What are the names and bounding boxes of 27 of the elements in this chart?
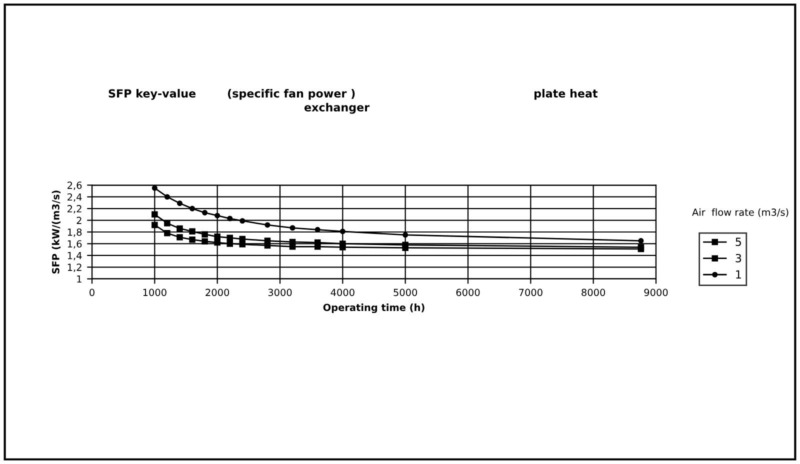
x-axis-title: Operating time (h) (323, 304, 424, 314)
x-tick-label: 8000 (582, 288, 606, 296)
y-tick-label: 1,4 (68, 252, 82, 260)
y-tick-label: 1 (77, 275, 82, 283)
x-tick-label: 0 (90, 288, 94, 296)
y-tick-label: 1,8 (68, 228, 82, 237)
x-tick-label: 5000 (394, 288, 418, 296)
legend-title: Air flow rate (m3/s) (692, 208, 788, 218)
x-tick-label: 2000 (206, 288, 230, 296)
y-tick-label: 2,6 (68, 182, 82, 190)
chart-subtitle: exchanger (304, 102, 370, 114)
x-tick-label: 4000 (330, 288, 354, 296)
y-tick-label: 1,6 (68, 240, 82, 249)
y-axis-title: SFP (kW/(m3/s) (52, 190, 61, 274)
x-tick-label: 1000 (143, 288, 166, 296)
legend-label: 1 (736, 270, 741, 279)
legend-label: 3 (736, 254, 742, 262)
x-tick-label: 9000 (644, 288, 668, 296)
y-tick-label: 1,2 (68, 264, 82, 272)
x-tick-label: 7000 (519, 288, 542, 296)
y-tick-label: 2,4 (68, 193, 82, 202)
y-tick-label: 2 (76, 216, 82, 224)
x-tick-label: 6000 (456, 288, 480, 296)
chart-title: SFP key-value (specific fan power ) plate heat (108, 88, 598, 100)
legend-label: 5 (736, 238, 741, 246)
x-tick-label: 3000 (268, 288, 292, 296)
y-tick-label: 2,2 (68, 205, 82, 214)
